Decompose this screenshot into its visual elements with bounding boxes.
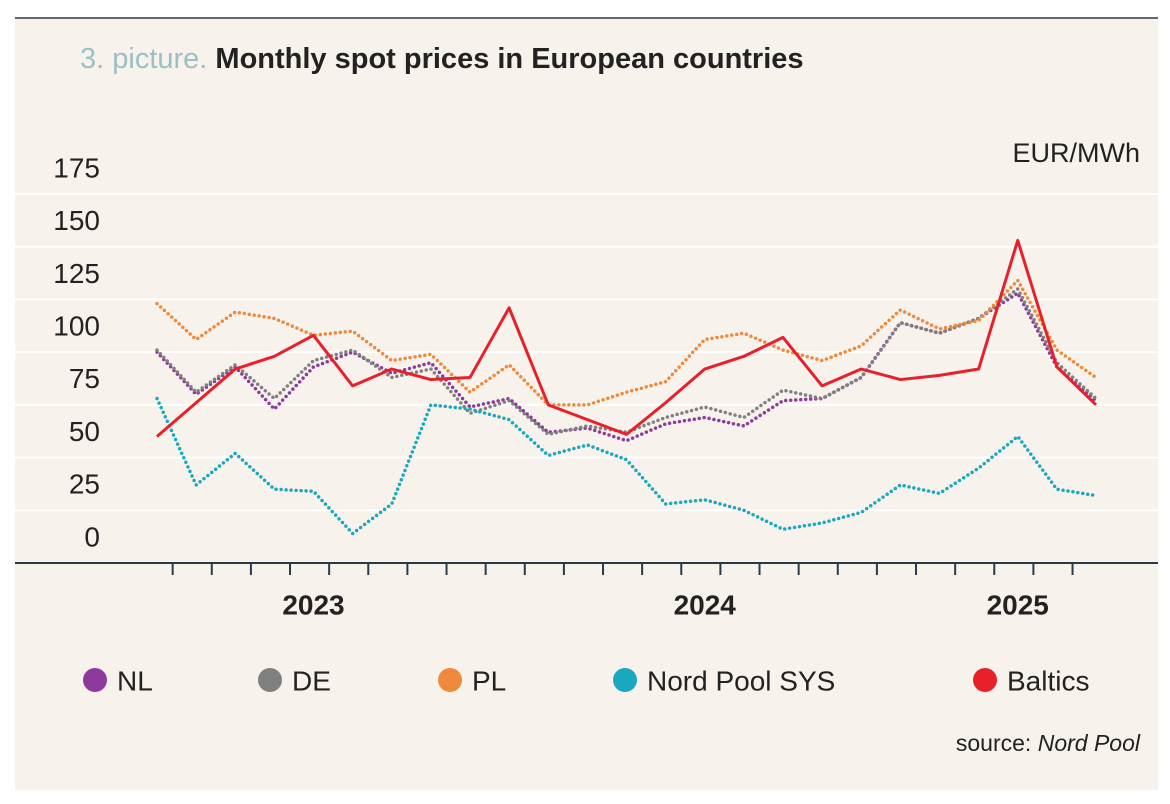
chart-title: 3. picture. Monthly spot prices in Europ… [80,43,804,75]
y-tick-label: 100 [53,311,100,342]
legend-swatch [438,668,462,692]
legend-label: NL [117,665,153,696]
series-line [155,278,1098,407]
legend-swatch [258,668,282,692]
x-tick-label: 2024 [674,589,737,620]
series-line [156,238,1098,438]
legend-swatch [973,668,997,692]
y-tick-label: 125 [53,258,100,289]
legend-swatch [613,668,637,692]
title-text: Monthly spot prices in European countrie… [215,43,803,75]
source: source: Nord Pool [956,730,1141,756]
series-line [155,287,1098,437]
y-tick-label: 0 [84,521,100,552]
legend-label: DE [292,665,331,696]
source-label: source: [956,730,1031,756]
y-tick-label: 175 [53,152,100,183]
x-tick-label: 2023 [282,589,344,620]
y-tick-label: 150 [53,205,100,236]
y-tick-label: 50 [69,416,100,447]
y-tick-label: 25 [69,469,100,500]
legend-label: PL [472,665,506,696]
legend-label: Nord Pool SYS [647,665,835,696]
x-tick-label: 2025 [987,589,1049,620]
legend-label: Baltics [1007,665,1089,696]
unit-label: EUR/MWh [1013,138,1141,168]
series-line [155,396,1098,536]
y-tick-label: 75 [69,363,100,394]
title-prefix: 3. picture. [80,43,207,75]
source-name: Nord Pool [1038,730,1141,756]
legend-swatch [83,668,107,692]
